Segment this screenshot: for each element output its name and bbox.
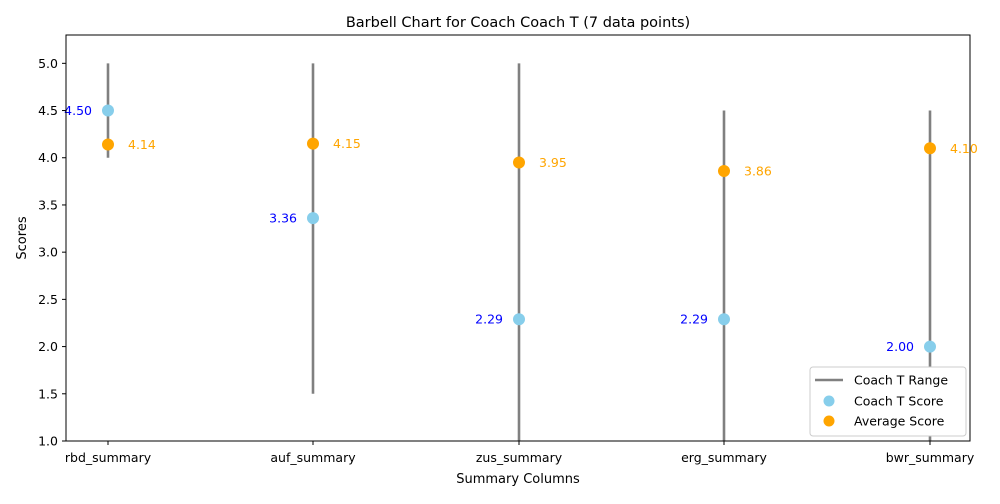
coach-score-point (102, 104, 114, 117)
average-score-label: 3.95 (539, 155, 567, 170)
coach-score-label: 2.29 (475, 312, 503, 327)
coach-score-point (513, 313, 525, 326)
coach-score-label: 4.50 (64, 103, 92, 118)
data-points (102, 104, 936, 353)
legend-average-score-swatch (823, 415, 835, 427)
legend-coach-score-swatch (823, 395, 835, 407)
x-tick-label: erg_summary (681, 450, 767, 465)
average-score-label: 4.15 (333, 136, 361, 151)
y-tick-label: 3.5 (38, 197, 58, 212)
y-axis-label: Scores (15, 216, 30, 259)
average-score-label: 4.10 (950, 141, 978, 156)
y-tick-label: 4.0 (38, 150, 58, 165)
data-labels: 4.50 3.36 2.29 2.29 2.00 4.14 4.15 3.95 3.86 4.10 (64, 103, 978, 354)
average-score-point (513, 156, 525, 169)
coach-score-label: 3.36 (269, 211, 297, 226)
y-tick-label: 2.0 (38, 339, 58, 354)
coach-score-point (924, 340, 936, 353)
y-tick-label: 1.5 (38, 386, 58, 401)
y-tick-label: 4.5 (38, 103, 58, 118)
legend-entry-range: Coach T Range (854, 373, 948, 388)
chart-title: Barbell Chart for Coach Coach T (7 data … (346, 15, 690, 31)
x-axis-ticks: rbd_summary auf_summary zus_summary erg_sum… (65, 441, 975, 465)
y-tick-label: 3.0 (38, 245, 58, 260)
x-tick-label: zus_summary (476, 450, 563, 465)
average-score-label: 3.86 (744, 163, 772, 178)
legend: Coach T Range Coach T Score Average Scor… (809, 366, 967, 437)
y-tick-label: 2.5 (38, 292, 58, 307)
average-score-point (924, 142, 936, 155)
plot-area-frame (65, 34, 971, 442)
average-score-point (102, 138, 114, 151)
average-score-point (307, 137, 319, 150)
coach-score-point (307, 212, 319, 225)
legend-entry-coach-score: Coach T Score (854, 394, 944, 409)
coach-score-point (718, 313, 730, 326)
x-tick-label: bwr_summary (886, 450, 975, 465)
y-tick-label: 5.0 (38, 56, 58, 71)
coach-score-label: 2.00 (886, 339, 914, 354)
legend-box (809, 366, 967, 437)
x-tick-label: auf_summary (270, 450, 356, 465)
coach-score-label: 2.29 (680, 312, 708, 327)
average-score-point (718, 164, 730, 177)
x-tick-label: rbd_summary (65, 450, 152, 465)
y-tick-label: 1.0 (38, 434, 58, 449)
y-axis-ticks: 1.0 1.5 2.0 2.5 3.0 3.5 4.0 4.5 5.0 (38, 56, 66, 449)
x-axis-label: Summary Columns (456, 472, 580, 487)
legend-entry-average-score: Average Score (854, 414, 945, 429)
average-score-label: 4.14 (128, 137, 156, 152)
